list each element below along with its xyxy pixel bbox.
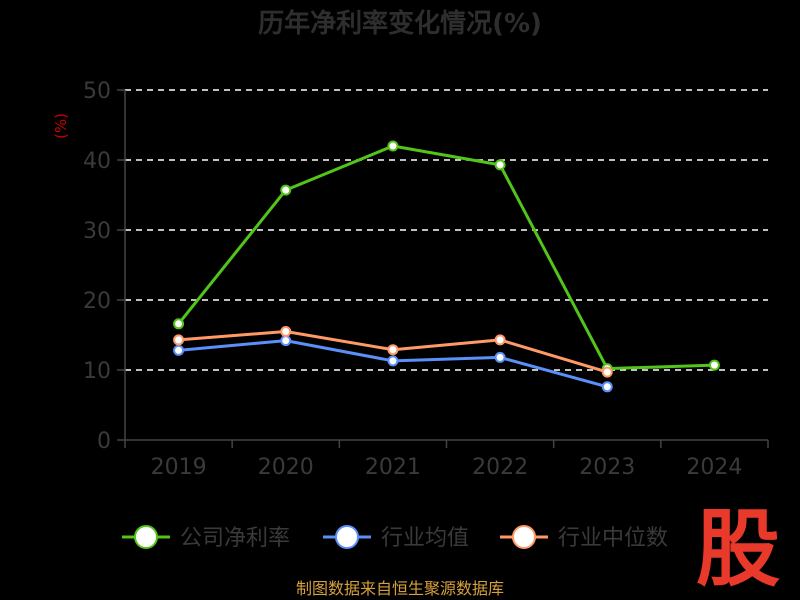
- legend-item-2[interactable]: 行业中位数: [500, 525, 668, 551]
- legend-swatch-marker: [335, 525, 359, 549]
- brand-logo: 股: [696, 500, 780, 598]
- legend-label: 行业中位数: [558, 526, 668, 551]
- x-tick-label: 2019: [151, 455, 207, 480]
- data-point: [173, 318, 185, 330]
- data-point: [387, 140, 399, 152]
- y-tick-label: 40: [83, 149, 111, 174]
- source-note: 制图数据来自恒生聚源数据库: [296, 579, 504, 598]
- x-tick-labels: 2019 2020 2021 2022 2023 2024: [151, 455, 743, 480]
- series-lines: [173, 140, 720, 393]
- data-point: [280, 326, 292, 337]
- data-point: [387, 355, 399, 367]
- data-point: [601, 366, 613, 378]
- legend-label: 行业均值: [381, 526, 469, 551]
- y-tick-label: 20: [83, 289, 111, 314]
- data-point: [280, 335, 292, 347]
- data-point: [494, 334, 506, 346]
- y-tick-label: 30: [83, 219, 111, 244]
- y-axis-unit: (%): [52, 113, 70, 139]
- series-line-0: [177, 144, 715, 371]
- data-point: [494, 351, 506, 363]
- legend-item-1[interactable]: 行业均值: [323, 525, 469, 551]
- data-point: [387, 344, 399, 356]
- y-tick-label: 50: [83, 79, 111, 104]
- legend-item-0[interactable]: 公司净利率: [122, 525, 290, 551]
- data-point: [601, 381, 613, 393]
- legend[interactable]: 公司净利率 行业均值 行业中位数: [122, 525, 668, 551]
- x-tick-label: 2020: [258, 455, 314, 480]
- x-tick-label: 2022: [472, 455, 528, 480]
- grid: [125, 89, 768, 371]
- data-point: [494, 159, 506, 171]
- legend-swatch-marker: [512, 525, 536, 549]
- data-point: [173, 334, 185, 346]
- data-point: [173, 344, 185, 356]
- x-tick-label: 2023: [579, 455, 635, 480]
- legend-label: 公司净利率: [180, 526, 290, 551]
- x-tick-label: 2021: [365, 455, 421, 480]
- chart-title: 历年净利率变化情况(%): [258, 8, 542, 39]
- data-point: [708, 359, 720, 371]
- data-point: [280, 184, 292, 196]
- axes: [117, 89, 769, 448]
- legend-swatch-marker: [134, 525, 158, 549]
- y-tick-label: 10: [83, 359, 111, 384]
- y-tick-labels: 0 10 20 30 40 50: [83, 79, 111, 454]
- y-tick-label: 0: [97, 429, 111, 454]
- x-tick-label: 2024: [686, 455, 742, 480]
